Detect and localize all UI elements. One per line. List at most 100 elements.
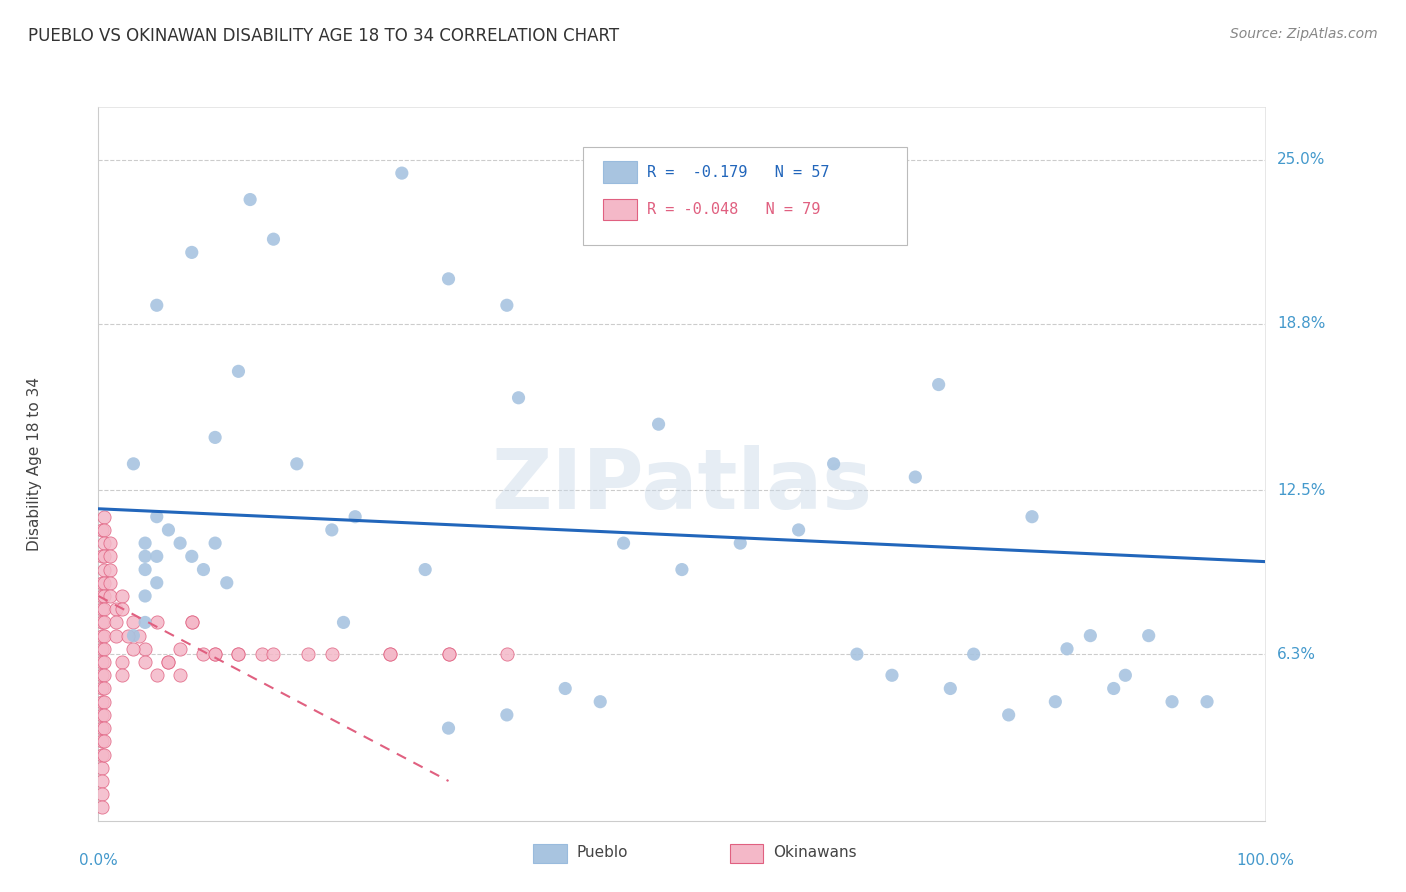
- Point: [1056, 641, 1078, 656]
- Point: [111, 589, 134, 603]
- Point: [1161, 695, 1184, 709]
- Point: [495, 707, 517, 722]
- Point: [904, 470, 927, 484]
- Point: [344, 509, 367, 524]
- Point: [93, 602, 115, 616]
- Point: [90, 523, 112, 537]
- Text: Source: ZipAtlas.com: Source: ZipAtlas.com: [1230, 27, 1378, 41]
- Point: [93, 523, 115, 537]
- Point: [228, 647, 250, 661]
- Point: [90, 761, 112, 775]
- Point: [93, 563, 115, 577]
- Point: [880, 668, 903, 682]
- Point: [98, 575, 121, 590]
- Point: [437, 272, 460, 286]
- Point: [928, 377, 950, 392]
- Point: [111, 602, 134, 616]
- Text: Pueblo: Pueblo: [576, 846, 628, 860]
- Point: [98, 536, 121, 550]
- Point: [589, 695, 612, 709]
- Point: [122, 629, 145, 643]
- Point: [104, 629, 127, 643]
- Point: [93, 589, 115, 603]
- Point: [90, 668, 112, 682]
- Point: [122, 457, 145, 471]
- Point: [1080, 629, 1102, 643]
- Point: [90, 575, 112, 590]
- Point: [93, 681, 115, 696]
- Point: [1114, 668, 1136, 682]
- Point: [93, 668, 115, 682]
- Point: [157, 655, 180, 669]
- Point: [134, 536, 156, 550]
- Point: [134, 589, 156, 603]
- Point: [1102, 681, 1125, 696]
- Point: [193, 563, 215, 577]
- Text: PUEBLO VS OKINAWAN DISABILITY AGE 18 TO 34 CORRELATION CHART: PUEBLO VS OKINAWAN DISABILITY AGE 18 TO …: [28, 27, 619, 45]
- Point: [90, 774, 112, 789]
- Point: [180, 615, 202, 630]
- Point: [262, 232, 284, 246]
- Point: [93, 509, 115, 524]
- Point: [180, 615, 202, 630]
- Point: [321, 647, 343, 661]
- Point: [204, 647, 226, 661]
- Point: [134, 641, 156, 656]
- Point: [98, 563, 121, 577]
- Point: [93, 615, 115, 630]
- Point: [146, 549, 169, 564]
- Point: [93, 641, 115, 656]
- Point: [98, 589, 121, 603]
- Point: [495, 298, 517, 312]
- Point: [93, 707, 115, 722]
- Point: [93, 747, 115, 762]
- Point: [90, 734, 112, 748]
- Point: [90, 615, 112, 630]
- Point: [193, 647, 215, 661]
- Point: [157, 655, 180, 669]
- Point: [647, 417, 669, 432]
- Point: [1195, 695, 1218, 709]
- Point: [134, 655, 156, 669]
- Point: [104, 602, 127, 616]
- Text: 18.8%: 18.8%: [1277, 317, 1326, 331]
- Point: [134, 549, 156, 564]
- Point: [285, 457, 308, 471]
- Point: [1045, 695, 1067, 709]
- Point: [104, 615, 127, 630]
- Point: [90, 695, 112, 709]
- Point: [1137, 629, 1160, 643]
- Point: [297, 647, 319, 661]
- Point: [997, 707, 1019, 722]
- Point: [262, 647, 284, 661]
- Point: [98, 549, 121, 564]
- Point: [157, 523, 180, 537]
- Point: [90, 681, 112, 696]
- Point: [90, 549, 112, 564]
- Point: [90, 787, 112, 801]
- Point: [962, 647, 984, 661]
- Point: [378, 647, 402, 661]
- Point: [90, 641, 112, 656]
- Point: [495, 647, 517, 661]
- Point: [413, 563, 436, 577]
- Point: [93, 549, 115, 564]
- Point: [122, 615, 145, 630]
- Point: [90, 602, 112, 616]
- Point: [90, 589, 112, 603]
- Text: ZIPatlas: ZIPatlas: [492, 445, 872, 525]
- Point: [169, 668, 191, 682]
- Point: [111, 655, 134, 669]
- Point: [939, 681, 962, 696]
- Point: [437, 721, 460, 735]
- Point: [134, 563, 156, 577]
- Text: R = -0.048   N = 79: R = -0.048 N = 79: [647, 202, 820, 217]
- Point: [378, 647, 402, 661]
- Point: [93, 575, 115, 590]
- Point: [845, 647, 868, 661]
- Point: [612, 536, 634, 550]
- Point: [169, 536, 191, 550]
- Text: Okinawans: Okinawans: [773, 846, 856, 860]
- Point: [146, 298, 169, 312]
- Point: [90, 721, 112, 735]
